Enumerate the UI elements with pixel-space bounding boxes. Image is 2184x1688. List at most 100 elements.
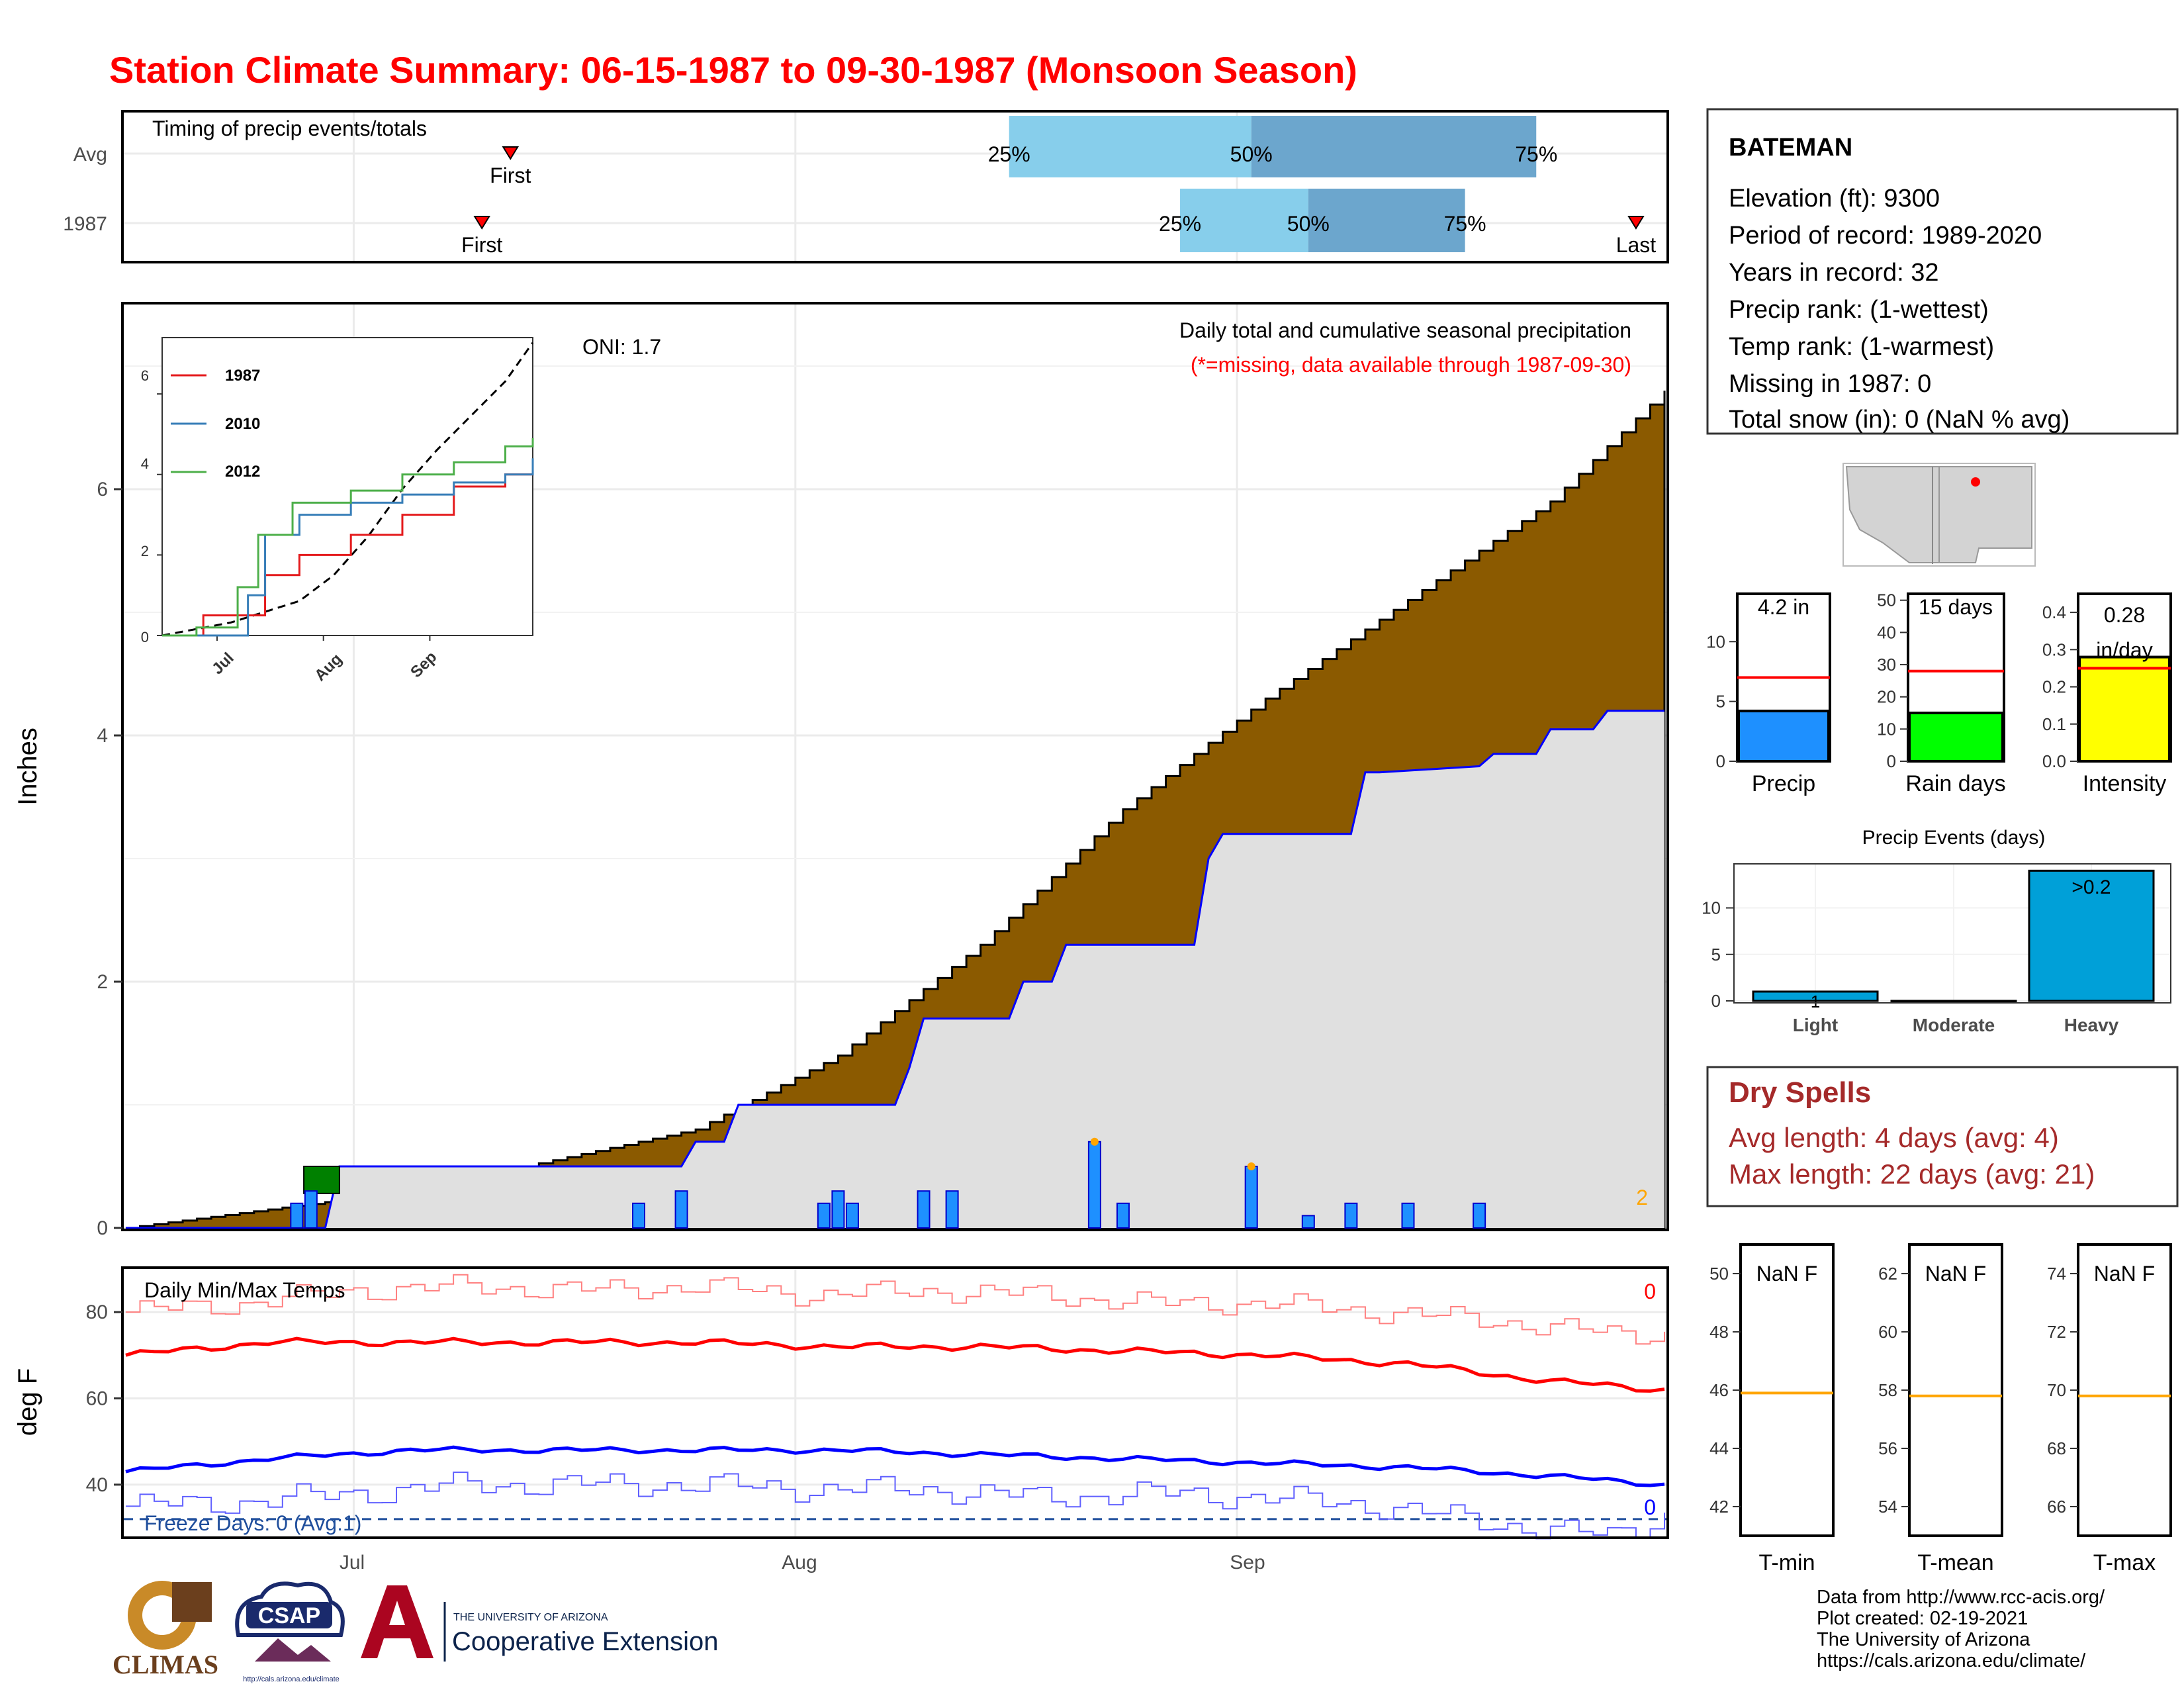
oni-label: ONI: 1.7 (582, 335, 661, 359)
tsum-box-2 (2077, 1243, 2172, 1537)
precip-panel: 0 2 4 6 Inches ONI: 1.7 Daily total and cum… (13, 302, 1669, 1239)
inset-legend-1987: 1987 (225, 367, 260, 385)
events-value-label-light: 1 (1811, 992, 1820, 1011)
timing-quantile-label-0-1: 50% (1230, 142, 1273, 166)
inset-series-line-2010 (162, 458, 534, 637)
summary-ytick-label-1-0: 0 (1887, 751, 1896, 771)
station-missing: Missing in 1987: 0 (1729, 370, 1931, 398)
summary-ytick-label-1-1: 10 (1877, 719, 1896, 739)
tsum-ytick-label-0-1: 44 (1709, 1438, 1729, 1458)
events-value-label-heavy: >0.2 (2071, 876, 2111, 898)
precip-daily-bar-8 (945, 1190, 959, 1229)
tsum-cat-tmean: T-mean (1917, 1550, 1993, 1575)
precip-daily-bar-14 (1401, 1202, 1415, 1229)
summary-ytick-label-2-4: 0.4 (2042, 602, 2066, 622)
precip-ylabel: Inches (13, 727, 42, 806)
events-ytick-label-1: 5 (1711, 945, 1721, 964)
timing-last-label-1: Last (1616, 233, 1657, 257)
station-snow: Total snow (in): 0 (NaN % avg) (1729, 406, 2070, 434)
precip-daily-bar-15 (1473, 1202, 1486, 1229)
station-precip-rank: Precip rank: (1-wettest) (1729, 296, 1989, 324)
summary-ytick-label-2-0: 0.0 (2042, 751, 2066, 771)
summary-label-precip: 4.2 in (1758, 595, 1809, 619)
precip-daily-bar-5 (831, 1190, 845, 1229)
summary-label-raindays: 15 days (1919, 595, 1993, 619)
tsum-ytick-label-2-4: 74 (2047, 1264, 2066, 1284)
summary-label-intensity-value: 0.28 (2104, 603, 2145, 627)
timing-last-marker-1 (1627, 216, 1645, 230)
precip-daily-bar-13 (1344, 1202, 1358, 1229)
footer-line-created: Plot created: 02-19-2021 (1817, 1608, 2028, 1629)
summary-bar-0 (1737, 710, 1830, 763)
tsum-ytick-label-1-4: 62 (1878, 1264, 1897, 1284)
summary-bar-2 (2078, 655, 2171, 763)
tsum-box-1 (1908, 1243, 2003, 1537)
precip-daily-bar-2 (632, 1202, 645, 1229)
locator-map (1843, 463, 2036, 567)
precip-daily-bar-4 (817, 1202, 831, 1229)
tsum-cat-tmin: T-min (1759, 1550, 1815, 1575)
temp-summary-bars: 42 44 46 48 50 54 56 58 60 62 66 68 70 72 74 NaN F NaN… (1709, 1243, 2172, 1575)
temp-daily-tmax-line (126, 1274, 1665, 1345)
temp-ytick-label-1: 60 (86, 1387, 108, 1409)
temp-panel: 40 60 80 deg F Daily Min/Max Temps Freeze … (13, 1266, 1669, 1573)
summary-ytick-label-1-2: 20 (1877, 687, 1896, 707)
dry-spells-title: Dry Spells (1729, 1076, 1871, 1109)
tsum-ytick-label-1-0: 54 (1878, 1497, 1897, 1517)
summary-cat-raindays: Rain days (1905, 771, 2005, 796)
tmin-count: 0 (1644, 1495, 1656, 1519)
timing-bar-q50-q75-1 (1308, 189, 1465, 252)
summary-ytick-label-0-0: 0 (1716, 751, 1725, 771)
precip-ytick-label-3: 6 (97, 479, 108, 500)
tsum-ytick-label-0-0: 42 (1709, 1497, 1729, 1517)
precip-corner-value: 2 (1636, 1186, 1648, 1209)
freeze-days-label: Freeze Days: 0 (Avg:1) (144, 1511, 361, 1535)
station-elevation: Elevation (ft): 9300 (1729, 185, 1940, 212)
temp-daily-tmin-line (126, 1472, 1665, 1540)
temp-panel-title: Daily Min/Max Temps (144, 1278, 345, 1302)
footer-line-url: https://cals.arizona.edu/climate/ (1817, 1650, 2086, 1671)
summary-ytick-label-2-3: 0.3 (2042, 639, 2066, 659)
precip-daily-bar-1 (304, 1190, 318, 1229)
inset-ytick-2: 2 (141, 543, 149, 559)
timing-bar-q25-q50-0 (1009, 116, 1251, 177)
timing-first-label-0: First (490, 164, 531, 187)
tsum-ytick-label-0-3: 48 (1709, 1322, 1729, 1342)
summary-cat-precip: Precip (1752, 771, 1815, 796)
precip-daily-bar-0 (290, 1202, 304, 1229)
xtick-jul: Jul (340, 1552, 365, 1573)
timing-quantile-label-1-2: 75% (1444, 212, 1486, 236)
tmax-count: 0 (1644, 1280, 1656, 1303)
precip-ytick-label-1: 2 (97, 971, 108, 993)
events-bar-light (1752, 990, 1879, 1002)
dry-spells-max: Max length: 22 days (avg: 21) (1729, 1158, 2095, 1190)
events-cat-heavy: Heavy (2064, 1015, 2119, 1035)
footer-credits: Data from http://www.rcc-acis.org/ Plot … (1817, 1587, 2105, 1671)
events-ytick-label-0: 0 (1711, 991, 1721, 1011)
dry-spells-avg: Avg length: 4 days (avg: 4) (1729, 1122, 2059, 1153)
temp-avg-tmin-line (125, 1445, 1665, 1487)
inset-chart: 1987 2010 2012 0 2 4 6 Jul Aug Sep (141, 337, 534, 684)
footer-line-ua: The University of Arizona (1817, 1629, 2030, 1650)
xtick-sep: Sep (1230, 1552, 1265, 1573)
tsum-ytick-label-1-2: 58 (1878, 1380, 1897, 1400)
precip-ytick-label-0: 0 (97, 1217, 108, 1239)
tsum-box-0 (1739, 1243, 1835, 1537)
page-title: Station Climate Summary: 06-15-1987 to 0… (109, 49, 1357, 91)
precip-ytick-label-2: 4 (97, 725, 108, 747)
timing-panel-label: Timing of precip events/totals (152, 117, 427, 140)
csap-logo: CSAP http://cals.arizona.edu/climate (235, 1581, 345, 1683)
tsum-cat-tmax: T-max (2093, 1550, 2156, 1575)
precip-events-title: Precip Events (days) (1862, 827, 2046, 849)
precip-above-average-area (303, 1166, 340, 1194)
station-period: Period of record: 1989-2020 (1729, 222, 2042, 250)
precip-subtitle: Daily total and cumulative seasonal prec… (1179, 318, 1631, 342)
tsum-ytick-label-2-0: 66 (2047, 1497, 2066, 1517)
csap-logo-url: http://cals.arizona.edu/climate (243, 1675, 340, 1683)
summary-ytick-label-1-3: 30 (1877, 655, 1896, 675)
timing-quantile-label-0-2: 75% (1515, 142, 1557, 166)
climas-logo: CLIMAS (113, 1581, 218, 1679)
timing-quantile-label-0-0: 25% (988, 142, 1030, 166)
